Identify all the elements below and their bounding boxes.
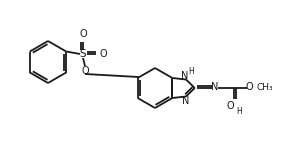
Text: O: O xyxy=(227,101,235,111)
Text: O: O xyxy=(99,49,107,59)
Text: O: O xyxy=(246,82,253,92)
Text: O: O xyxy=(81,66,89,76)
Text: O: O xyxy=(79,29,87,39)
Text: N: N xyxy=(211,82,219,92)
Text: H: H xyxy=(188,67,194,76)
Text: N: N xyxy=(181,70,189,81)
Text: CH₃: CH₃ xyxy=(256,82,273,91)
Text: S: S xyxy=(80,49,86,59)
Text: H: H xyxy=(236,107,242,115)
Text: N: N xyxy=(182,96,190,107)
